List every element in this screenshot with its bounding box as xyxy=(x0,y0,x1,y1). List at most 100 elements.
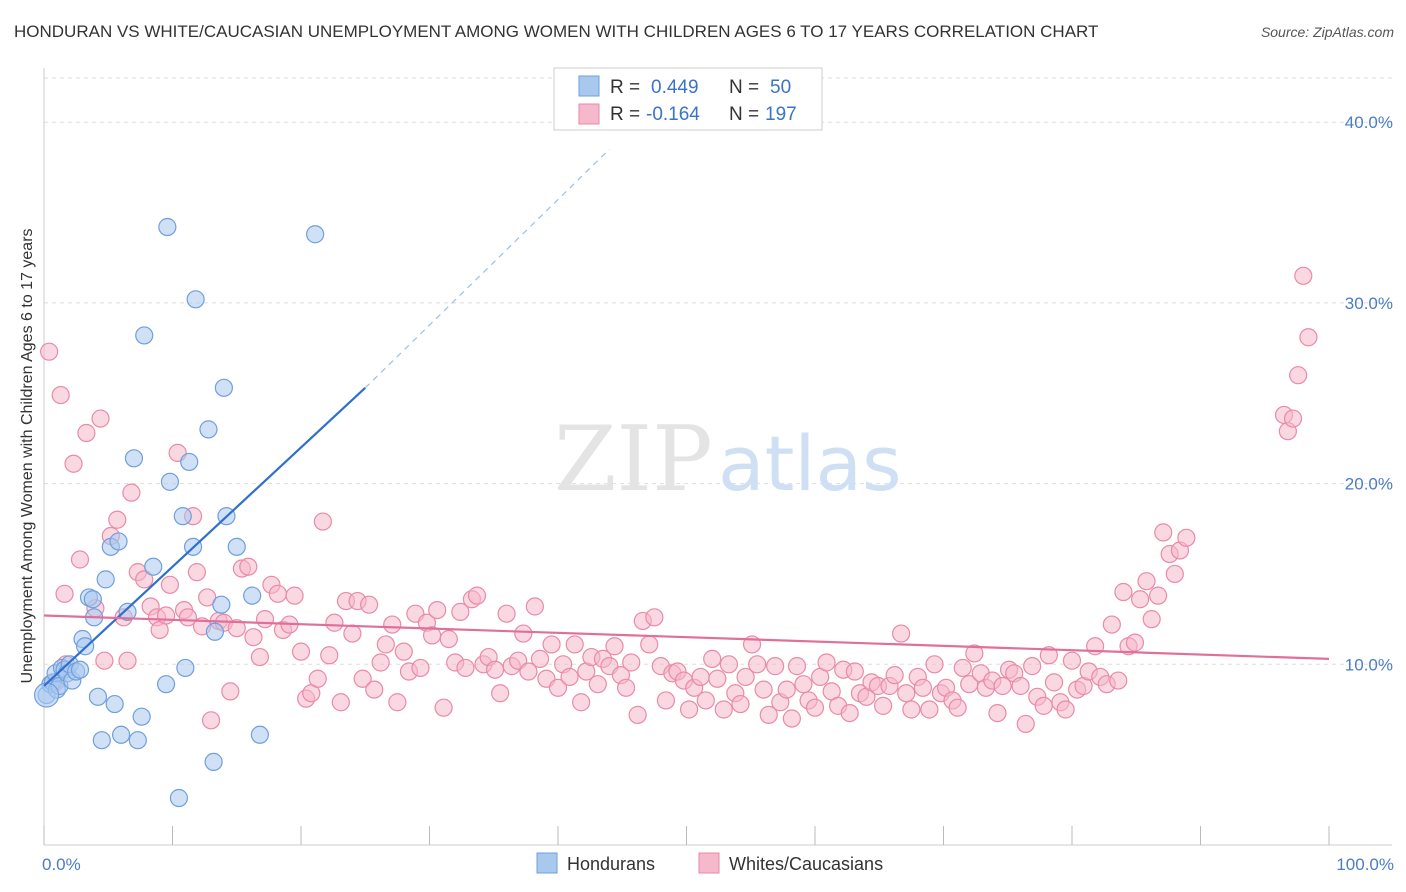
whites-point xyxy=(201,711,221,730)
whites-point xyxy=(1011,676,1030,696)
whites-point xyxy=(1039,646,1058,665)
watermark-atlas: atlas xyxy=(718,419,902,508)
x-tick-label-min: 0.0% xyxy=(42,855,81,874)
whites-point xyxy=(622,653,641,672)
whites-point xyxy=(40,342,59,361)
legend-n-value-1: 50 xyxy=(770,77,791,98)
honduran-point xyxy=(214,378,233,397)
source-credit: Source: ZipAtlas.com xyxy=(1260,24,1394,40)
trend-lines xyxy=(43,148,1330,687)
whites-point xyxy=(313,512,332,531)
honduran-point xyxy=(243,586,262,605)
honduran-point xyxy=(70,660,90,679)
whites-point xyxy=(840,703,859,723)
whites-point xyxy=(388,693,407,712)
whites-point xyxy=(394,642,413,661)
whites-point xyxy=(467,586,487,605)
honduran-point xyxy=(176,658,195,678)
whites-point xyxy=(325,613,344,632)
whites-point xyxy=(187,563,207,582)
whites-point xyxy=(628,705,647,724)
whites-point xyxy=(1056,700,1075,719)
whites-point xyxy=(1034,696,1053,715)
whites-point xyxy=(360,595,379,614)
whites-point xyxy=(1283,409,1303,428)
whites-point xyxy=(1294,266,1313,285)
whites-point xyxy=(308,669,327,688)
whites-point xyxy=(920,700,939,719)
x-ticks xyxy=(43,826,1330,845)
honduran-point xyxy=(212,595,231,614)
whites-point xyxy=(371,653,390,672)
whites-point xyxy=(255,610,275,629)
whites-point xyxy=(714,700,733,719)
whites-point xyxy=(122,483,141,502)
whites-point xyxy=(77,423,96,443)
x-tick-labels: 0.0% 100.0% xyxy=(42,855,1394,874)
legend-r-value-1: 0.449 xyxy=(651,77,699,98)
honduran-point xyxy=(96,570,115,589)
whites-point xyxy=(948,698,967,717)
bottom-legend-hondurans: Hondurans xyxy=(567,854,655,874)
y-tick-label: 10.0% xyxy=(1345,655,1393,674)
whites-point xyxy=(640,635,659,654)
whites-point xyxy=(691,667,710,687)
whites-point xyxy=(343,624,362,643)
y-tick-label: 20.0% xyxy=(1345,475,1393,494)
whites-point xyxy=(759,705,778,724)
whites-point xyxy=(1154,523,1173,542)
whites-point xyxy=(365,680,384,699)
whites-point xyxy=(383,615,402,634)
honduran-point xyxy=(180,452,199,472)
honduran-point xyxy=(227,537,246,556)
whites-point xyxy=(1299,328,1318,347)
whites-point xyxy=(782,709,801,728)
whites-point xyxy=(320,646,339,665)
legend-n-label-2: N = xyxy=(729,104,759,125)
whites-point xyxy=(285,586,304,605)
whites-point xyxy=(696,691,715,710)
whites-point xyxy=(925,655,944,674)
legend-r-label-1: R = xyxy=(610,77,640,98)
whites-point xyxy=(845,662,864,681)
whites-point xyxy=(787,657,807,676)
whites-point xyxy=(572,693,591,712)
whites-point xyxy=(708,669,727,688)
honduran-point xyxy=(135,326,154,345)
bottom-swatch-hondurans xyxy=(536,852,558,874)
honduran-point xyxy=(128,731,147,750)
whites-point xyxy=(353,669,372,688)
whites-point xyxy=(434,698,453,717)
honduran-point xyxy=(105,694,124,714)
axes xyxy=(43,68,1392,846)
watermark: ZIP atlas xyxy=(554,407,902,512)
bottom-legend-whites: Whites/Caucasians xyxy=(729,854,883,874)
y-tick-label: 30.0% xyxy=(1345,294,1393,313)
whites-point xyxy=(497,604,516,623)
whites-point xyxy=(891,624,911,643)
whites-point xyxy=(1125,633,1145,652)
whites-point xyxy=(988,703,1007,723)
hondurans-trend-line xyxy=(43,387,366,687)
whites-point xyxy=(64,454,83,473)
whites-point xyxy=(456,658,475,678)
whites-point xyxy=(1102,615,1121,634)
hondurans-points xyxy=(33,217,325,808)
whites-point xyxy=(1062,651,1082,670)
whites-point xyxy=(731,694,750,714)
whites-point xyxy=(1177,528,1196,547)
whites-point xyxy=(953,658,972,678)
whites-point xyxy=(617,678,636,697)
whites-point xyxy=(817,653,836,672)
honduran-point xyxy=(144,557,163,576)
whites-point xyxy=(1044,673,1064,692)
whites-point xyxy=(118,651,137,670)
whites-point xyxy=(794,675,813,694)
whites-point xyxy=(1165,564,1184,584)
whites-point xyxy=(565,635,584,654)
whites-point xyxy=(70,550,90,569)
whites-point xyxy=(542,635,561,654)
whites-point xyxy=(656,691,676,710)
honduran-point xyxy=(250,725,269,744)
